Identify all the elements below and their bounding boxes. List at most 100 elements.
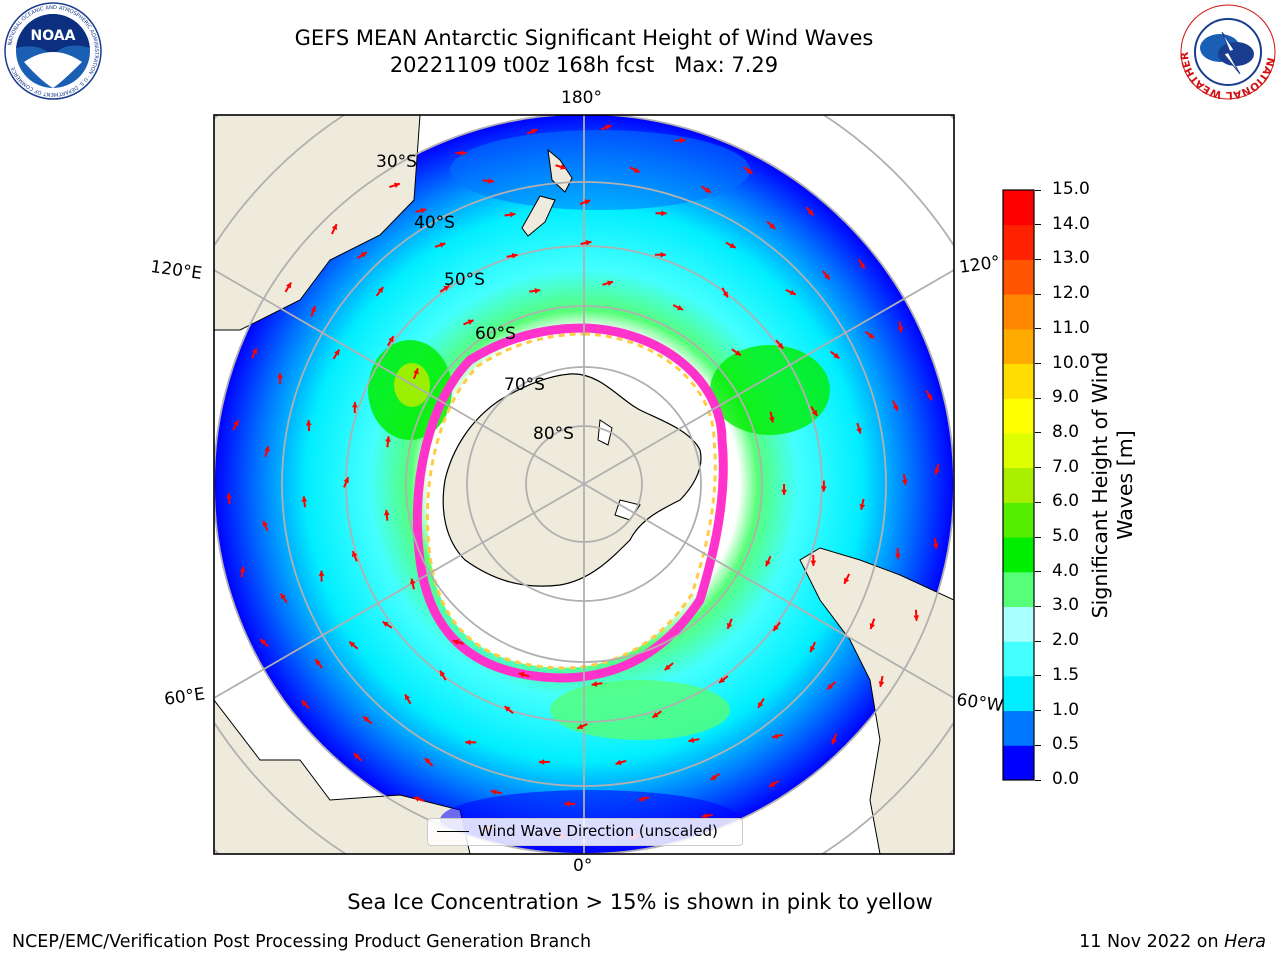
wind-wave-arrowhead	[769, 223, 776, 229]
wind-wave-arrowhead	[901, 479, 908, 485]
colorbar-tick-label: 7.0	[1052, 456, 1080, 477]
colorbar-tick-label: 1.5	[1052, 664, 1080, 685]
wind-wave-arrowhead	[878, 681, 885, 687]
footer-date: 11 Nov 2022 on Hera	[1079, 932, 1266, 952]
wind-wave-arrowhead	[607, 280, 613, 286]
wind-wave-arrowhead	[360, 252, 367, 258]
wind-wave-arrowhead	[633, 167, 640, 173]
colorbar-tick-label: 13.0	[1052, 248, 1090, 269]
wind-wave-arrowhead	[584, 199, 591, 205]
wind-wave-arrowhead	[769, 781, 776, 787]
colorbar-swatch	[1003, 606, 1034, 642]
wind-wave-arrowhead	[251, 348, 258, 355]
footer-date-text: 11 Nov 2022 on	[1079, 932, 1225, 952]
colorbar-swatch	[1003, 675, 1034, 712]
wind-wave-arrowhead	[768, 416, 775, 423]
wind-wave-arrowhead	[383, 509, 390, 516]
wind-wave-arrowhead	[343, 477, 349, 484]
colorbar-tick-label: 3.0	[1052, 595, 1080, 616]
colorbar-swatch	[1003, 467, 1034, 503]
colorbar-tick-label: 8.0	[1052, 421, 1080, 442]
noaa-logo: NOAA NATIONAL OCEANIC AND ATMOSPHERIC AD…	[4, 2, 102, 100]
colorbar-tick-mark	[1035, 363, 1041, 365]
colorbar-tick-mark	[1035, 258, 1041, 260]
footer-credit: NCEP/EMC/Verification Post Processing Pr…	[12, 932, 592, 952]
map-frame	[213, 114, 955, 855]
wind-wave-arrowhead	[560, 164, 567, 170]
colorbar-tick-mark	[1035, 640, 1041, 642]
colorbar-tick-mark	[1035, 536, 1041, 538]
wind-wave-arrowhead	[413, 368, 419, 375]
wind-wave-arrowhead	[652, 712, 659, 718]
wind-wave-arrowhead	[585, 240, 592, 246]
colorbar-tick-mark	[1035, 328, 1041, 330]
wind-wave-arrowhead	[729, 242, 736, 248]
colorbar-tick-mark	[1035, 605, 1041, 607]
colorbar-swatch	[1003, 224, 1034, 260]
wind-wave-arrowhead	[461, 150, 467, 156]
wind-wave-arrowhead	[591, 681, 598, 687]
colorbar-tick-label: 1.0	[1052, 699, 1080, 720]
wind-wave-arrowhead	[746, 168, 753, 174]
colorbar-swatch	[1003, 502, 1034, 538]
colorbar-tick-mark	[1035, 467, 1041, 469]
wind-wave-arrowhead	[869, 623, 876, 630]
wind-wave-arrowhead	[827, 683, 834, 690]
wind-wave-arrowhead	[810, 560, 817, 566]
wind-wave-arrowhead	[831, 738, 837, 745]
wind-wave-arrowhead	[318, 570, 325, 576]
wind-wave-arrowhead	[856, 427, 862, 434]
nws-logo: NATIONAL WEATHER SERVICE	[1176, 2, 1277, 100]
colorbar-tick-label: 15.0	[1052, 179, 1090, 199]
colorbar-swatch	[1003, 398, 1034, 434]
lon-label-180: 180°	[561, 88, 602, 108]
colorbar-tick-mark	[1035, 189, 1041, 191]
land-antarctica	[442, 373, 702, 587]
wind-wave-arrowhead	[820, 486, 827, 492]
wind-wave-arrowhead	[349, 641, 356, 648]
legend-line-icon	[437, 831, 469, 832]
wind-wave-arrowhead	[538, 759, 545, 765]
wind-wave-arrowhead	[352, 551, 358, 558]
wind-wave-arrowhead	[363, 716, 370, 723]
colorbar-tick-mark	[1035, 779, 1041, 781]
wind-wave-arrowhead	[351, 402, 358, 408]
colorbar-tick-mark	[1035, 571, 1041, 573]
colorbar-tick-mark	[1035, 224, 1041, 226]
wind-wave-arrowhead	[894, 553, 901, 560]
colorbar-tick-mark	[1035, 675, 1041, 677]
wind-wave-arrowhead	[789, 289, 796, 295]
wind-wave-arrowhead	[262, 520, 268, 527]
wind-wave-arrowhead	[934, 468, 940, 475]
colorbar-swatch	[1003, 537, 1034, 573]
wind-wave-arrowhead	[488, 178, 494, 184]
wind-wave-arrowhead	[490, 789, 497, 795]
colorbar-tick-label: 2.0	[1052, 630, 1080, 651]
colorbar-tick-mark	[1035, 432, 1041, 434]
wind-wave-arrowhead	[824, 273, 830, 280]
wind-wave-arrowhead	[388, 336, 394, 343]
wind-wave-arrowhead	[564, 800, 570, 807]
wind-wave-arrowhead	[424, 758, 431, 764]
lat-label-70s: 70°S	[504, 375, 545, 395]
footer-machine: Hera	[1224, 932, 1266, 952]
colorbar-swatch	[1003, 710, 1034, 746]
land-new-zealand	[521, 148, 573, 237]
colorbar-swatch	[1003, 294, 1034, 330]
wind-wave-arrowhead	[534, 288, 541, 294]
colorbar-swatch	[1003, 432, 1034, 469]
wind-wave-arrowhead	[310, 306, 316, 313]
wind-wave-arrowhead	[509, 211, 516, 218]
wind-wave-arrowhead	[577, 723, 584, 729]
colorbar-tick-label: 5.0	[1052, 526, 1080, 547]
wind-wave-arrowhead	[264, 446, 270, 453]
wave-patch-low-north	[450, 130, 750, 210]
wind-wave-arrowhead	[440, 670, 446, 677]
wind-wave-arrowhead	[531, 128, 538, 135]
wind-wave-arrowhead	[405, 694, 411, 701]
wind-wave-arrowhead	[285, 282, 292, 289]
lat-label-60s: 60°S	[475, 324, 516, 344]
colorbar-tick-label: 0.0	[1052, 769, 1080, 789]
lat-label-40s: 40°S	[414, 213, 455, 233]
